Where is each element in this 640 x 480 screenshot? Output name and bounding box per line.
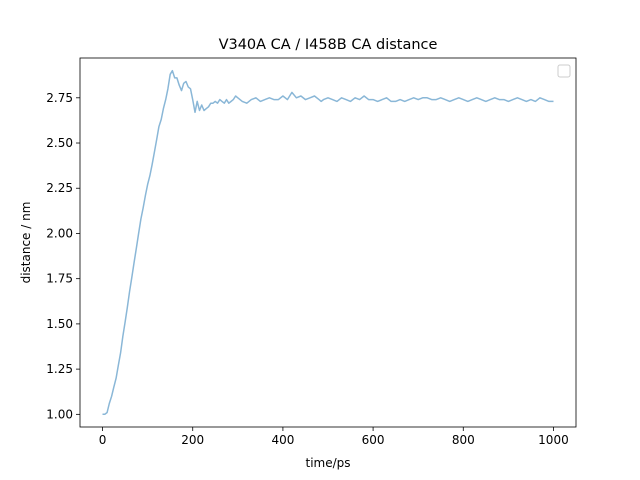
x-axis: 0 200 400 600 800 1000: [99, 427, 569, 447]
x-tick-label: 1000: [538, 433, 569, 447]
plot-area: [80, 58, 576, 427]
x-tick-label: 200: [181, 433, 204, 447]
x-tick-label: 400: [271, 433, 294, 447]
y-tick-label: 1.75: [46, 272, 73, 286]
y-axis: 1.00 1.25 1.50 1.75 2.00 2.25 2.50 2.75: [46, 91, 80, 421]
x-tick-label: 0: [99, 433, 107, 447]
x-tick-label: 800: [452, 433, 475, 447]
y-axis-label: distance / nm: [19, 202, 33, 284]
y-tick-label: 2.25: [46, 181, 73, 195]
y-tick-label: 1.00: [46, 407, 73, 421]
plot-frame: [79, 57, 577, 428]
y-tick-label: 2.50: [46, 136, 73, 150]
y-tick-label: 2.75: [46, 91, 73, 105]
legend-box: [557, 64, 571, 78]
y-tick-label: 1.50: [46, 317, 73, 331]
series-line: [102, 69, 554, 416]
plot-marks: [102, 69, 554, 416]
y-tick-label: 2.00: [46, 226, 73, 240]
x-tick-label: 600: [362, 433, 385, 447]
chart-title: V340A CA / I458B CA distance: [219, 37, 438, 53]
y-tick-label: 1.25: [46, 362, 73, 376]
x-axis-label: time/ps: [305, 456, 350, 470]
